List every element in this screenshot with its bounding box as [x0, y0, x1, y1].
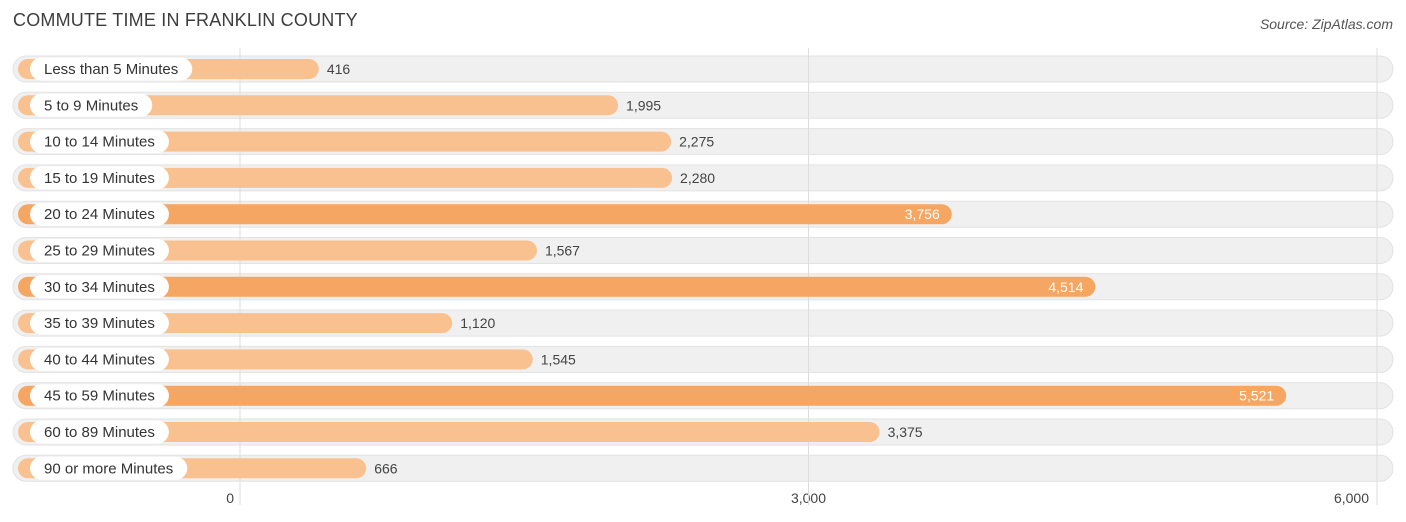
category-label: 30 to 34 Minutes: [44, 279, 155, 296]
category-label: 60 to 89 Minutes: [44, 424, 155, 441]
value-label: 3,375: [888, 424, 923, 440]
value-label: 2,280: [680, 170, 715, 186]
value-label: 1,545: [541, 351, 576, 367]
value-label: 3,756: [905, 206, 940, 222]
category-label: 45 to 59 Minutes: [44, 388, 155, 405]
bar: [18, 95, 619, 116]
x-tick-label: 6,000: [1334, 490, 1369, 506]
value-label: 1,995: [626, 97, 661, 113]
chart-title: COMMUTE TIME IN FRANKLIN COUNTY: [13, 10, 358, 30]
value-label: 4,514: [1048, 279, 1083, 295]
category-label: 90 or more Minutes: [44, 460, 173, 477]
category-pill: [30, 239, 169, 262]
category-pill: [30, 420, 169, 444]
category-pill: [30, 166, 169, 190]
category-label: 25 to 29 Minutes: [44, 243, 155, 260]
category-pill: [30, 202, 169, 226]
category-pill: [30, 347, 169, 371]
category-pill: [30, 130, 169, 154]
bar: [18, 422, 880, 442]
row-background: [12, 55, 1394, 83]
value-label: 1,120: [460, 315, 495, 331]
value-label: 2,275: [679, 134, 714, 150]
category-pill: [30, 456, 188, 480]
category-pill: [30, 311, 169, 335]
x-tick-label: 0: [226, 490, 234, 506]
category-label: 15 to 19 Minutes: [44, 170, 155, 187]
category-label: 20 to 24 Minutes: [44, 206, 155, 223]
bar: [18, 167, 673, 188]
category-pill: [30, 275, 169, 299]
category-pill: [30, 93, 153, 117]
category-pill: [30, 384, 169, 408]
category-label: 40 to 44 Minutes: [44, 351, 155, 368]
bar: [18, 204, 952, 225]
bar: [18, 385, 1287, 406]
category-label: 5 to 9 Minutes: [44, 97, 138, 114]
bars: Less than 5 Minutes 416 5 to 9 Minutes 1,99…: [18, 57, 1287, 480]
bar-rows: [12, 55, 1394, 482]
source-credit: Source: ZipAtlas.com: [1259, 16, 1393, 32]
bar: [18, 276, 1096, 297]
category-label: 35 to 39 Minutes: [44, 315, 155, 332]
value-label: 666: [374, 460, 398, 476]
x-axis: 0 3,000 6,000: [226, 490, 1369, 506]
value-label: 416: [327, 61, 351, 77]
bar: [18, 131, 672, 152]
category-label: 10 to 14 Minutes: [44, 134, 155, 151]
value-label: 1,567: [545, 243, 580, 259]
category-pill: [30, 57, 193, 81]
category-label: Less than 5 Minutes: [44, 61, 178, 78]
value-label: 5,521: [1239, 388, 1274, 404]
